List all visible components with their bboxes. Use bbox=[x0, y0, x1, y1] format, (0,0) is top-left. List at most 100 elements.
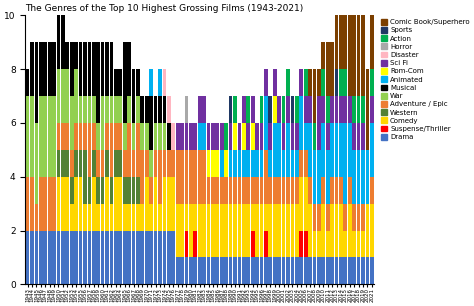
Bar bbox=[300, 96, 303, 150]
Bar bbox=[321, 204, 325, 257]
Bar bbox=[96, 177, 100, 204]
Bar bbox=[180, 123, 184, 150]
Bar bbox=[255, 204, 259, 257]
Bar bbox=[304, 177, 308, 230]
Bar bbox=[211, 257, 215, 284]
Bar bbox=[224, 177, 228, 204]
Bar bbox=[30, 230, 34, 284]
Bar bbox=[127, 42, 131, 96]
Bar bbox=[61, 15, 65, 69]
Bar bbox=[370, 0, 374, 69]
Bar bbox=[220, 204, 224, 257]
Bar bbox=[321, 69, 325, 96]
Bar bbox=[92, 42, 96, 96]
Bar bbox=[260, 96, 264, 123]
Bar bbox=[61, 69, 65, 123]
Bar bbox=[304, 123, 308, 150]
Bar bbox=[61, 150, 65, 177]
Bar bbox=[114, 230, 118, 284]
Bar bbox=[158, 96, 162, 123]
Bar bbox=[154, 123, 157, 150]
Bar bbox=[39, 42, 43, 96]
Bar bbox=[145, 177, 149, 230]
Bar bbox=[105, 96, 109, 123]
Bar bbox=[198, 150, 201, 204]
Bar bbox=[74, 69, 78, 123]
Bar bbox=[348, 15, 352, 96]
Bar bbox=[233, 96, 237, 123]
Bar bbox=[229, 150, 232, 177]
Bar bbox=[370, 177, 374, 204]
Bar bbox=[140, 96, 144, 123]
Bar bbox=[344, 96, 347, 123]
Bar bbox=[92, 96, 96, 123]
Bar bbox=[149, 96, 153, 150]
Bar bbox=[260, 204, 264, 257]
Bar bbox=[140, 150, 144, 204]
Bar bbox=[193, 150, 197, 204]
Bar bbox=[39, 177, 43, 230]
Bar bbox=[295, 204, 299, 257]
Bar bbox=[118, 230, 122, 284]
Bar bbox=[335, 15, 338, 69]
Bar bbox=[317, 69, 321, 96]
Bar bbox=[163, 123, 166, 150]
Bar bbox=[70, 204, 73, 230]
Bar bbox=[167, 96, 171, 123]
Bar bbox=[264, 150, 268, 204]
Bar bbox=[132, 230, 136, 284]
Bar bbox=[184, 204, 188, 230]
Bar bbox=[237, 150, 241, 177]
Bar bbox=[216, 177, 219, 204]
Bar bbox=[229, 257, 232, 284]
Bar bbox=[361, 257, 365, 284]
Bar bbox=[273, 204, 277, 257]
Bar bbox=[83, 204, 87, 230]
Bar bbox=[291, 257, 294, 284]
Bar bbox=[140, 230, 144, 284]
Bar bbox=[207, 123, 210, 150]
Bar bbox=[44, 96, 47, 177]
Bar bbox=[70, 42, 73, 96]
Bar bbox=[273, 96, 277, 123]
Bar bbox=[158, 150, 162, 204]
Bar bbox=[65, 177, 69, 230]
Bar bbox=[224, 257, 228, 284]
Bar bbox=[101, 150, 104, 177]
Bar bbox=[339, 123, 343, 177]
Bar bbox=[339, 96, 343, 123]
Bar bbox=[352, 204, 356, 230]
Bar bbox=[233, 150, 237, 177]
Bar bbox=[70, 177, 73, 204]
Bar bbox=[44, 42, 47, 96]
Bar bbox=[317, 150, 321, 204]
Bar bbox=[145, 230, 149, 284]
Bar bbox=[118, 123, 122, 150]
Bar bbox=[339, 204, 343, 257]
Bar bbox=[291, 96, 294, 123]
Bar bbox=[308, 123, 312, 177]
Bar bbox=[251, 230, 255, 257]
Bar bbox=[176, 257, 180, 284]
Bar bbox=[339, 69, 343, 96]
Bar bbox=[109, 96, 113, 123]
Bar bbox=[251, 177, 255, 204]
Bar bbox=[220, 177, 224, 204]
Bar bbox=[172, 150, 175, 177]
Bar bbox=[317, 257, 321, 284]
Bar bbox=[282, 257, 285, 284]
Bar bbox=[300, 150, 303, 177]
Bar bbox=[348, 123, 352, 177]
Bar bbox=[154, 150, 157, 177]
Bar bbox=[132, 150, 136, 177]
Bar bbox=[79, 96, 82, 123]
Bar bbox=[357, 123, 360, 150]
Bar bbox=[198, 96, 201, 123]
Bar bbox=[35, 204, 38, 230]
Bar bbox=[370, 96, 374, 123]
Bar bbox=[83, 96, 87, 123]
Bar bbox=[114, 150, 118, 177]
Bar bbox=[163, 69, 166, 96]
Bar bbox=[56, 123, 60, 150]
Bar bbox=[127, 204, 131, 230]
